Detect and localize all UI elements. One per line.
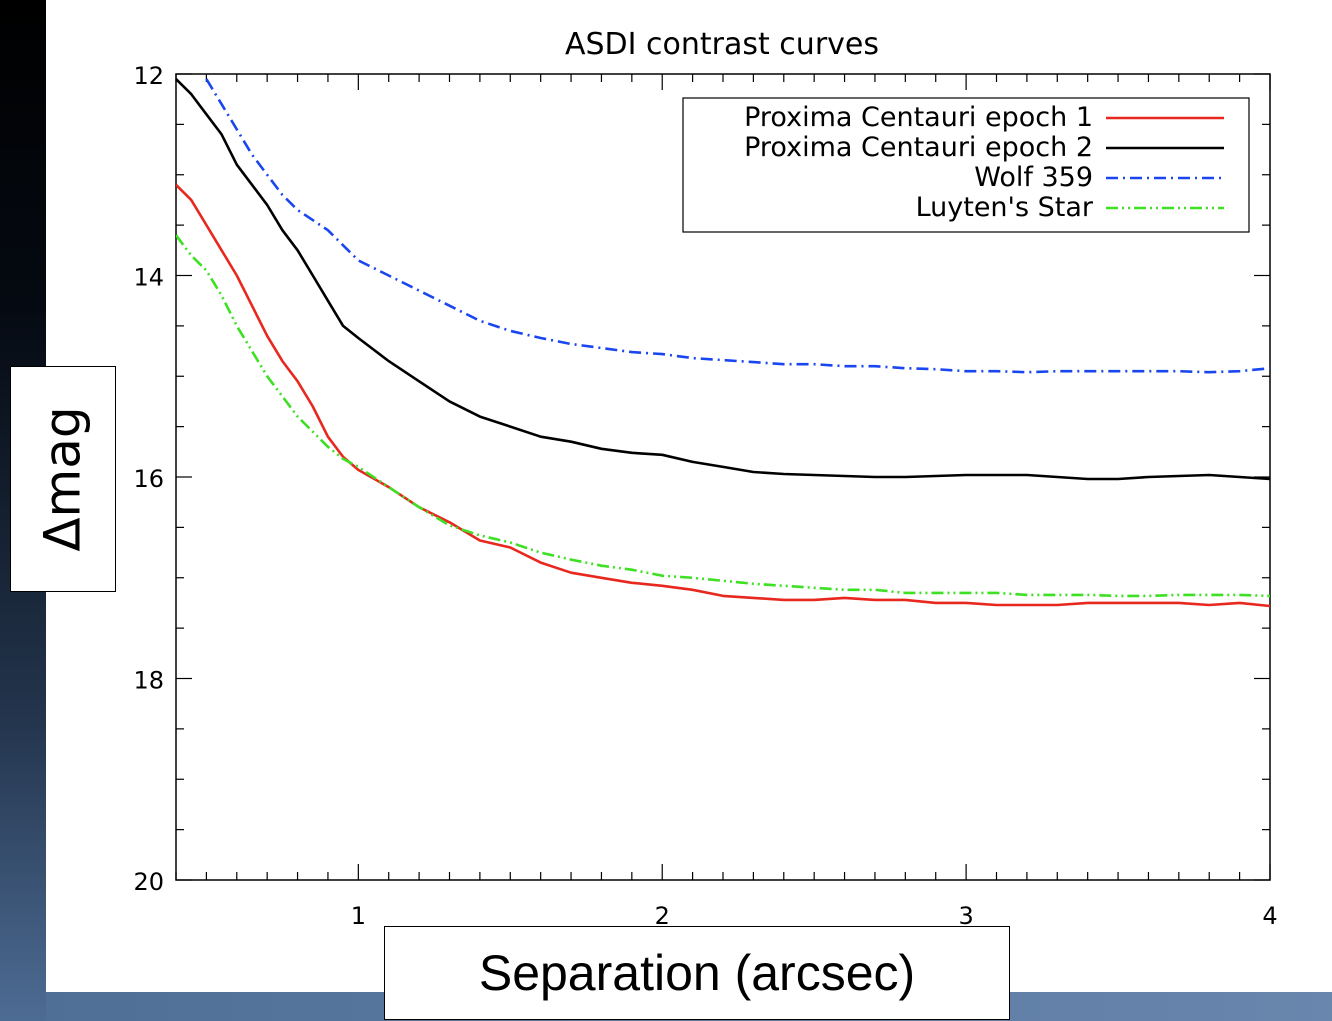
x-axis-label: Separation (arcsec) (478, 945, 916, 1001)
x-tick-label: 3 (958, 902, 973, 930)
y-axis-label: Δmag (34, 406, 93, 552)
series-line-4 (176, 234, 1270, 598)
y-tick-label: 18 (133, 667, 164, 695)
legend-label: Luyten's Star (916, 192, 1094, 223)
series-line-2 (176, 78, 1270, 481)
x-tick-label: 2 (655, 902, 670, 930)
y-tick-label: 14 (133, 264, 164, 292)
legend-label: Proxima Centauri epoch 1 (744, 102, 1093, 133)
series-line-1 (176, 183, 1270, 608)
series-line-3 (205, 78, 1270, 374)
legend-box (682, 97, 1250, 233)
y-tick-label: 16 (133, 465, 164, 493)
series-layer (176, 78, 1270, 608)
y-tick-label: 20 (133, 868, 164, 896)
y-tick-label: 12 (133, 62, 164, 90)
x-axis-label-box: Separation (arcsec) (384, 926, 1010, 1020)
x-tick-label: 1 (351, 902, 366, 930)
y-axis-label-box: Δmag (10, 366, 116, 592)
legend-label: Wolf 359 (974, 162, 1093, 193)
legend-label: Proxima Centauri epoch 2 (744, 132, 1093, 163)
chart-title: ASDI contrast curves (565, 27, 879, 62)
x-tick-label: 4 (1262, 902, 1277, 930)
